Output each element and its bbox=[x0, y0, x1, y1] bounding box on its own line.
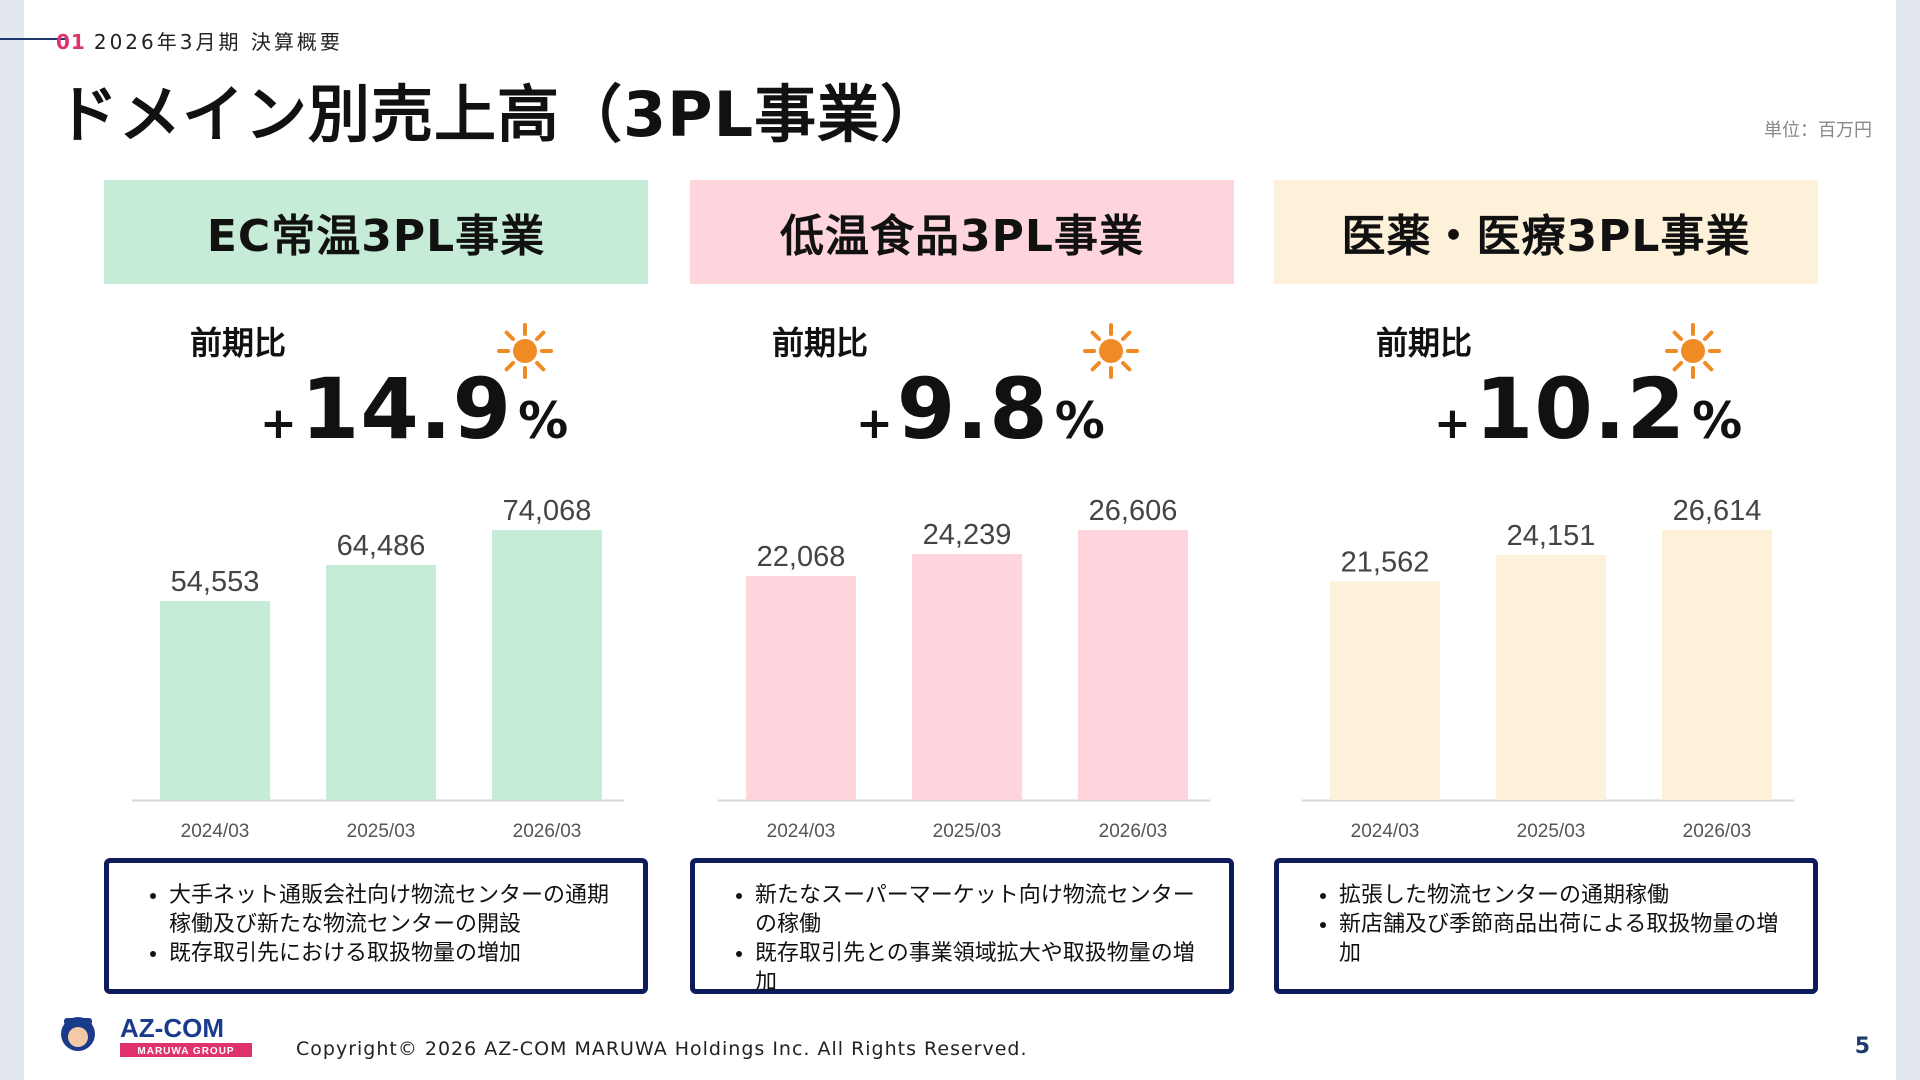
yoy-number: 14.9 bbox=[300, 360, 513, 458]
x-tick-label: 2024/03 bbox=[181, 821, 250, 842]
bar bbox=[1662, 530, 1772, 800]
sun-icon bbox=[1083, 323, 1139, 379]
yoy-value: +9.8% bbox=[856, 360, 1105, 458]
section-title: 2026年3月期 決算概要 bbox=[93, 30, 343, 54]
segment-ec-ambient: EC常温3PL事業 前期比 +14.9% 54,553 2024/03 64,486… bbox=[104, 0, 648, 1080]
yoy-label: 前期比 bbox=[190, 324, 287, 362]
yoy-unit: % bbox=[518, 392, 569, 450]
note-item: 新たなスーパーマーケット向け物流センターの稼働 bbox=[755, 881, 1199, 939]
bar bbox=[160, 601, 270, 800]
bar-chart: 54,553 2024/03 64,486 2025/03 74,068 2026/03 bbox=[132, 495, 624, 842]
segment-header: 低温食品3PL事業 bbox=[690, 180, 1234, 284]
data-label: 26,606 bbox=[1089, 495, 1178, 527]
bar bbox=[1078, 530, 1188, 800]
section-label: 01 2026年3月期 決算概要 bbox=[56, 26, 343, 55]
yoy-label: 前期比 bbox=[1376, 324, 1473, 362]
bar-chart: 22,068 2024/03 24,239 2025/03 26,606 2026/03 bbox=[718, 495, 1210, 842]
data-label: 24,151 bbox=[1507, 520, 1596, 552]
section-rule bbox=[0, 38, 66, 40]
yoy-sign: + bbox=[260, 398, 297, 449]
note-item: 既存取引先との事業領域拡大や取扱物量の増加 bbox=[755, 939, 1199, 997]
x-tick-label: 2026/03 bbox=[1099, 821, 1168, 842]
yoy-sign: + bbox=[856, 398, 893, 449]
data-label: 22,068 bbox=[757, 541, 846, 573]
data-label: 64,486 bbox=[337, 530, 426, 562]
data-label: 21,562 bbox=[1341, 546, 1430, 578]
bar bbox=[1496, 554, 1606, 800]
section-number: 01 bbox=[56, 30, 86, 54]
yoy-unit: % bbox=[1692, 392, 1743, 450]
x-tick-label: 2025/03 bbox=[933, 821, 1002, 842]
notes-box: 拡張した物流センターの通期稼働 新店舗及び季節商品出荷による取扱物量の増加 bbox=[1274, 858, 1818, 994]
yoy-value: +10.2% bbox=[1434, 360, 1742, 458]
yoy-label: 前期比 bbox=[772, 324, 869, 362]
bar bbox=[326, 564, 436, 800]
data-label: 26,614 bbox=[1673, 495, 1762, 527]
x-tick-label: 2024/03 bbox=[767, 821, 836, 842]
segment-pharma-medical: 医薬・医療3PL事業 前期比 +10.2% 21,562 2024/03 24,15… bbox=[1274, 0, 1818, 1080]
sun-icon bbox=[497, 323, 553, 379]
data-label: 54,553 bbox=[171, 566, 260, 598]
bar bbox=[912, 554, 1022, 800]
yoy-number: 10.2 bbox=[1474, 360, 1687, 458]
yoy-unit: % bbox=[1054, 392, 1105, 450]
bar bbox=[746, 576, 856, 800]
logo-text: AZ-COM bbox=[120, 1013, 224, 1043]
yoy-sign: + bbox=[1434, 398, 1471, 449]
logo-subtext: MARUWA GROUP bbox=[137, 1046, 234, 1057]
notes-list: 大手ネット通販会社向け物流センターの通期稼働及び新たな物流センターの開設 既存取… bbox=[139, 881, 613, 968]
x-tick-label: 2024/03 bbox=[1351, 821, 1420, 842]
x-tick-label: 2025/03 bbox=[347, 821, 416, 842]
yoy-value: +14.9% bbox=[260, 360, 568, 458]
copyright: Copyright© 2026 AZ-COM MARUWA Holdings I… bbox=[296, 1038, 1028, 1060]
company-logo: AZ-COM MARUWA GROUP bbox=[61, 1013, 252, 1057]
segment-header: EC常温3PL事業 bbox=[104, 180, 648, 284]
segment-chilled-food: 低温食品3PL事業 前期比 +9.8% 22,068 2024/03 24,239 2… bbox=[690, 0, 1234, 1080]
x-tick-label: 2026/03 bbox=[1683, 821, 1752, 842]
page-title: ドメイン別売上高（3PL事業） bbox=[56, 78, 944, 151]
page-number: 5 bbox=[1854, 1034, 1870, 1059]
notes-list: 新たなスーパーマーケット向け物流センターの稼働 既存取引先との事業領域拡大や取扱… bbox=[725, 881, 1199, 997]
unit-note: 単位：百万円 bbox=[1764, 120, 1872, 141]
notes-box: 新たなスーパーマーケット向け物流センターの稼働 既存取引先との事業領域拡大や取扱… bbox=[690, 858, 1234, 997]
x-tick-label: 2026/03 bbox=[513, 821, 582, 842]
bar bbox=[492, 530, 602, 800]
note-item: 既存取引先における取扱物量の増加 bbox=[169, 939, 613, 968]
note-item: 大手ネット通販会社向け物流センターの通期稼働及び新たな物流センターの開設 bbox=[169, 881, 613, 939]
note-item: 新店舗及び季節商品出荷による取扱物量の増加 bbox=[1339, 910, 1783, 968]
yoy-number: 9.8 bbox=[896, 360, 1049, 458]
data-label: 24,239 bbox=[923, 519, 1012, 551]
notes-list: 拡張した物流センターの通期稼働 新店舗及び季節商品出荷による取扱物量の増加 bbox=[1309, 881, 1783, 968]
data-label: 74,068 bbox=[503, 495, 592, 527]
x-tick-label: 2025/03 bbox=[1517, 821, 1586, 842]
bar-chart: 21,562 2024/03 24,151 2025/03 26,614 2026/03 bbox=[1302, 495, 1794, 842]
sun-icon bbox=[1665, 323, 1721, 379]
segment-header: 医薬・医療3PL事業 bbox=[1274, 180, 1818, 284]
note-item: 拡張した物流センターの通期稼働 bbox=[1339, 881, 1783, 910]
notes-box: 大手ネット通販会社向け物流センターの通期稼働及び新たな物流センターの開設 既存取… bbox=[104, 858, 648, 994]
bar bbox=[1330, 581, 1440, 800]
